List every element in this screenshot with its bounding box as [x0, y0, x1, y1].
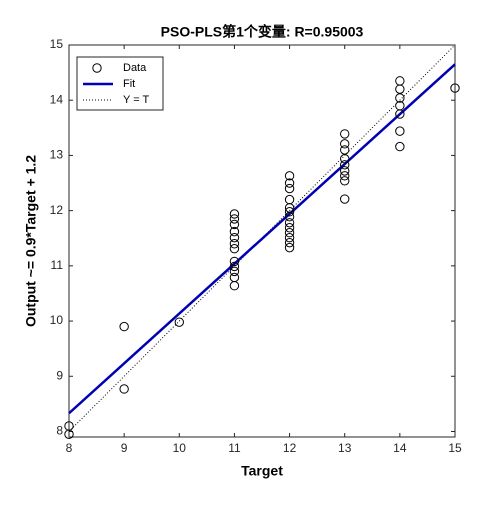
data-point	[284, 223, 295, 233]
x-tick-label: 12	[283, 441, 297, 455]
y-tick-label: 9	[56, 368, 63, 382]
data-point	[229, 244, 240, 254]
data-point	[284, 207, 295, 217]
data-point	[395, 93, 405, 103]
y-tick-label: 10	[50, 313, 64, 327]
x-tick-label: 14	[393, 441, 407, 455]
data-point	[229, 256, 240, 267]
data-point	[340, 194, 350, 204]
data-point	[395, 126, 405, 136]
data-point	[395, 141, 405, 152]
data-point	[340, 129, 350, 139]
data-point	[340, 139, 350, 149]
data-point	[229, 226, 240, 237]
data-point	[395, 109, 405, 119]
data-point	[174, 317, 184, 327]
data-point	[284, 171, 295, 181]
data-point	[229, 219, 240, 230]
legend-label: Y = T	[123, 94, 149, 106]
data-point	[229, 209, 240, 219]
y-tick-label: 11	[51, 258, 64, 272]
data-point	[284, 242, 295, 253]
data-point	[284, 228, 295, 238]
data-point	[340, 160, 350, 170]
data-point	[284, 232, 295, 243]
data-point	[450, 83, 460, 93]
x-axis-label: Target	[241, 463, 283, 479]
x-tick-label: 9	[121, 441, 128, 455]
legend-label: Fit	[123, 78, 135, 90]
data-point	[119, 321, 129, 332]
data-point	[229, 261, 240, 272]
data-point	[229, 232, 240, 243]
data-point	[229, 281, 240, 291]
data-point	[284, 183, 295, 194]
data-point	[340, 176, 350, 186]
x-tick-label: 11	[228, 441, 241, 455]
data-point	[284, 218, 295, 228]
y-tick-label: 12	[50, 203, 64, 217]
data-point	[284, 212, 295, 222]
x-tick-label: 15	[448, 441, 462, 455]
data-point	[119, 384, 129, 394]
legend-label: Data	[123, 62, 147, 74]
y-tick-label: 8	[56, 424, 63, 438]
x-tick-label: 8	[66, 441, 73, 455]
data-point	[284, 237, 295, 248]
y-axis-label: Output ~= 0.9*Target + 1.2	[23, 155, 39, 327]
y-tick-label: 14	[50, 92, 64, 106]
data-point	[229, 214, 240, 224]
data-point	[229, 239, 240, 249]
x-tick-label: 10	[173, 441, 187, 455]
data-point	[340, 166, 350, 176]
y-tick-label: 13	[50, 148, 64, 162]
chart-title: PSO-PLS第1个变量: R=0.95003	[161, 24, 364, 40]
data-point	[340, 171, 350, 181]
y-tick-label: 15	[50, 37, 64, 51]
data-point	[64, 429, 74, 439]
data-point	[284, 178, 295, 188]
x-tick-label: 13	[338, 441, 352, 455]
data-point	[229, 266, 240, 277]
legend-marker	[92, 63, 102, 73]
data-point	[340, 154, 350, 164]
line-series	[68, 63, 456, 415]
